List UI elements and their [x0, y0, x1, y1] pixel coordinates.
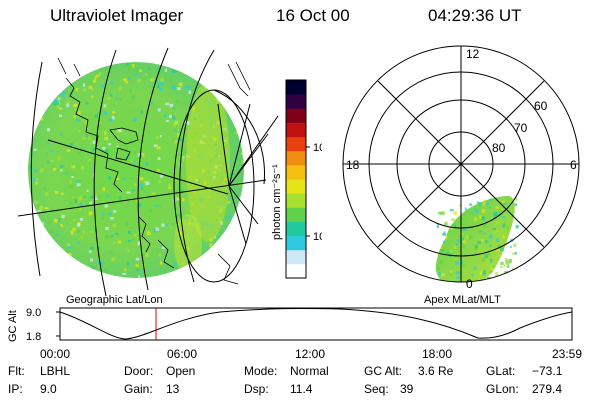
colorbar-step: [286, 94, 306, 109]
door-value: Open: [166, 364, 196, 378]
seq-label: Seq:: [364, 382, 389, 396]
date-label: 16 Oct 00: [276, 6, 350, 25]
gc-altitude-timeline: 9.0 1.8 GC Alt 00:00 06:00 12:00 18:00 2…: [7, 307, 582, 361]
colorbar-tick-100: 100: [313, 142, 322, 154]
colorbar-step: [286, 221, 306, 237]
mode-label: Mode:: [244, 364, 278, 378]
ip-label: IP:: [8, 382, 23, 396]
colorbar-step: [286, 263, 306, 279]
time-tick-0600: 06:00: [167, 347, 197, 361]
apex-caption: Apex MLat/MLT: [424, 294, 501, 306]
dsp-value: 11.4: [290, 382, 313, 396]
polar-mlat-mlt-panel: 12 18 6 0 60 70 80: [342, 45, 580, 291]
colorbar-step: [286, 164, 306, 180]
mlat-label-60: 60: [534, 99, 548, 113]
colorbar-step: [286, 150, 306, 166]
door-label: Door:: [124, 364, 154, 378]
instrument-title: Ultraviolet Imager: [50, 6, 184, 25]
filter-label: Flt:: [8, 364, 25, 378]
gc-alt-label: GC Alt:: [364, 364, 403, 378]
intensity-colorbar: 100 10 photon cm⁻²s⁻¹: [271, 79, 322, 279]
gc-alt-tick-low: 1.8: [26, 331, 41, 343]
colorbar-step: [286, 136, 306, 152]
gain-label: Gain:: [124, 382, 153, 396]
polar-grid: [342, 45, 580, 283]
mlt-label-12: 12: [466, 47, 480, 61]
ip-value: 9.0: [40, 382, 57, 396]
glon-value: 279.4: [532, 382, 563, 396]
colorbar-step: [286, 122, 306, 138]
time-tick-0000: 00:00: [40, 347, 70, 361]
colorbar-unit-label: photon cm⁻²s⁻¹: [271, 164, 283, 240]
seq-value: 39: [400, 382, 414, 396]
coastline-contours: [57, 57, 251, 285]
geo-caption: Geographic Lat/Lon: [66, 294, 163, 306]
mlat-label-80: 80: [492, 141, 506, 155]
filter-value: LBHL: [40, 364, 71, 378]
glat-label: GLat:: [486, 364, 516, 378]
colorbar-step: [286, 193, 306, 208]
time-tick-2359: 23:59: [552, 347, 582, 361]
gain-value: 13: [166, 382, 180, 396]
mlt-label-0: 0: [466, 277, 473, 291]
dsp-label: Dsp:: [244, 382, 269, 396]
gc-alt-value: 3.6 Re: [418, 364, 454, 378]
lat-lon-grid: [18, 47, 279, 297]
gc-altitude-curve: [59, 307, 573, 340]
glat-value: −73.1: [532, 364, 563, 378]
time-tick-1800: 18:00: [422, 347, 452, 361]
gc-alt-tick-high: 9.0: [26, 307, 41, 319]
colorbar-step: [286, 249, 306, 265]
colorbar-step: [286, 80, 306, 95]
mode-value: Normal: [290, 364, 329, 378]
colorbar-tick-10: 10: [313, 231, 322, 243]
mlat-label-70: 70: [514, 121, 528, 135]
colorbar-step: [286, 235, 306, 251]
time-tick-1200: 12:00: [295, 347, 325, 361]
gc-alt-axis-label: GC Alt: [7, 310, 19, 342]
colorbar-step: [286, 179, 306, 194]
colorbar-step: [286, 207, 306, 222]
mlt-label-18: 18: [346, 158, 360, 172]
mlt-label-6: 6: [570, 158, 577, 172]
time-label: 04:29:36 UT: [428, 6, 522, 25]
geographic-image-panel: [18, 47, 279, 297]
glon-label: GLon:: [486, 382, 519, 396]
colorbar-step: [286, 108, 306, 123]
